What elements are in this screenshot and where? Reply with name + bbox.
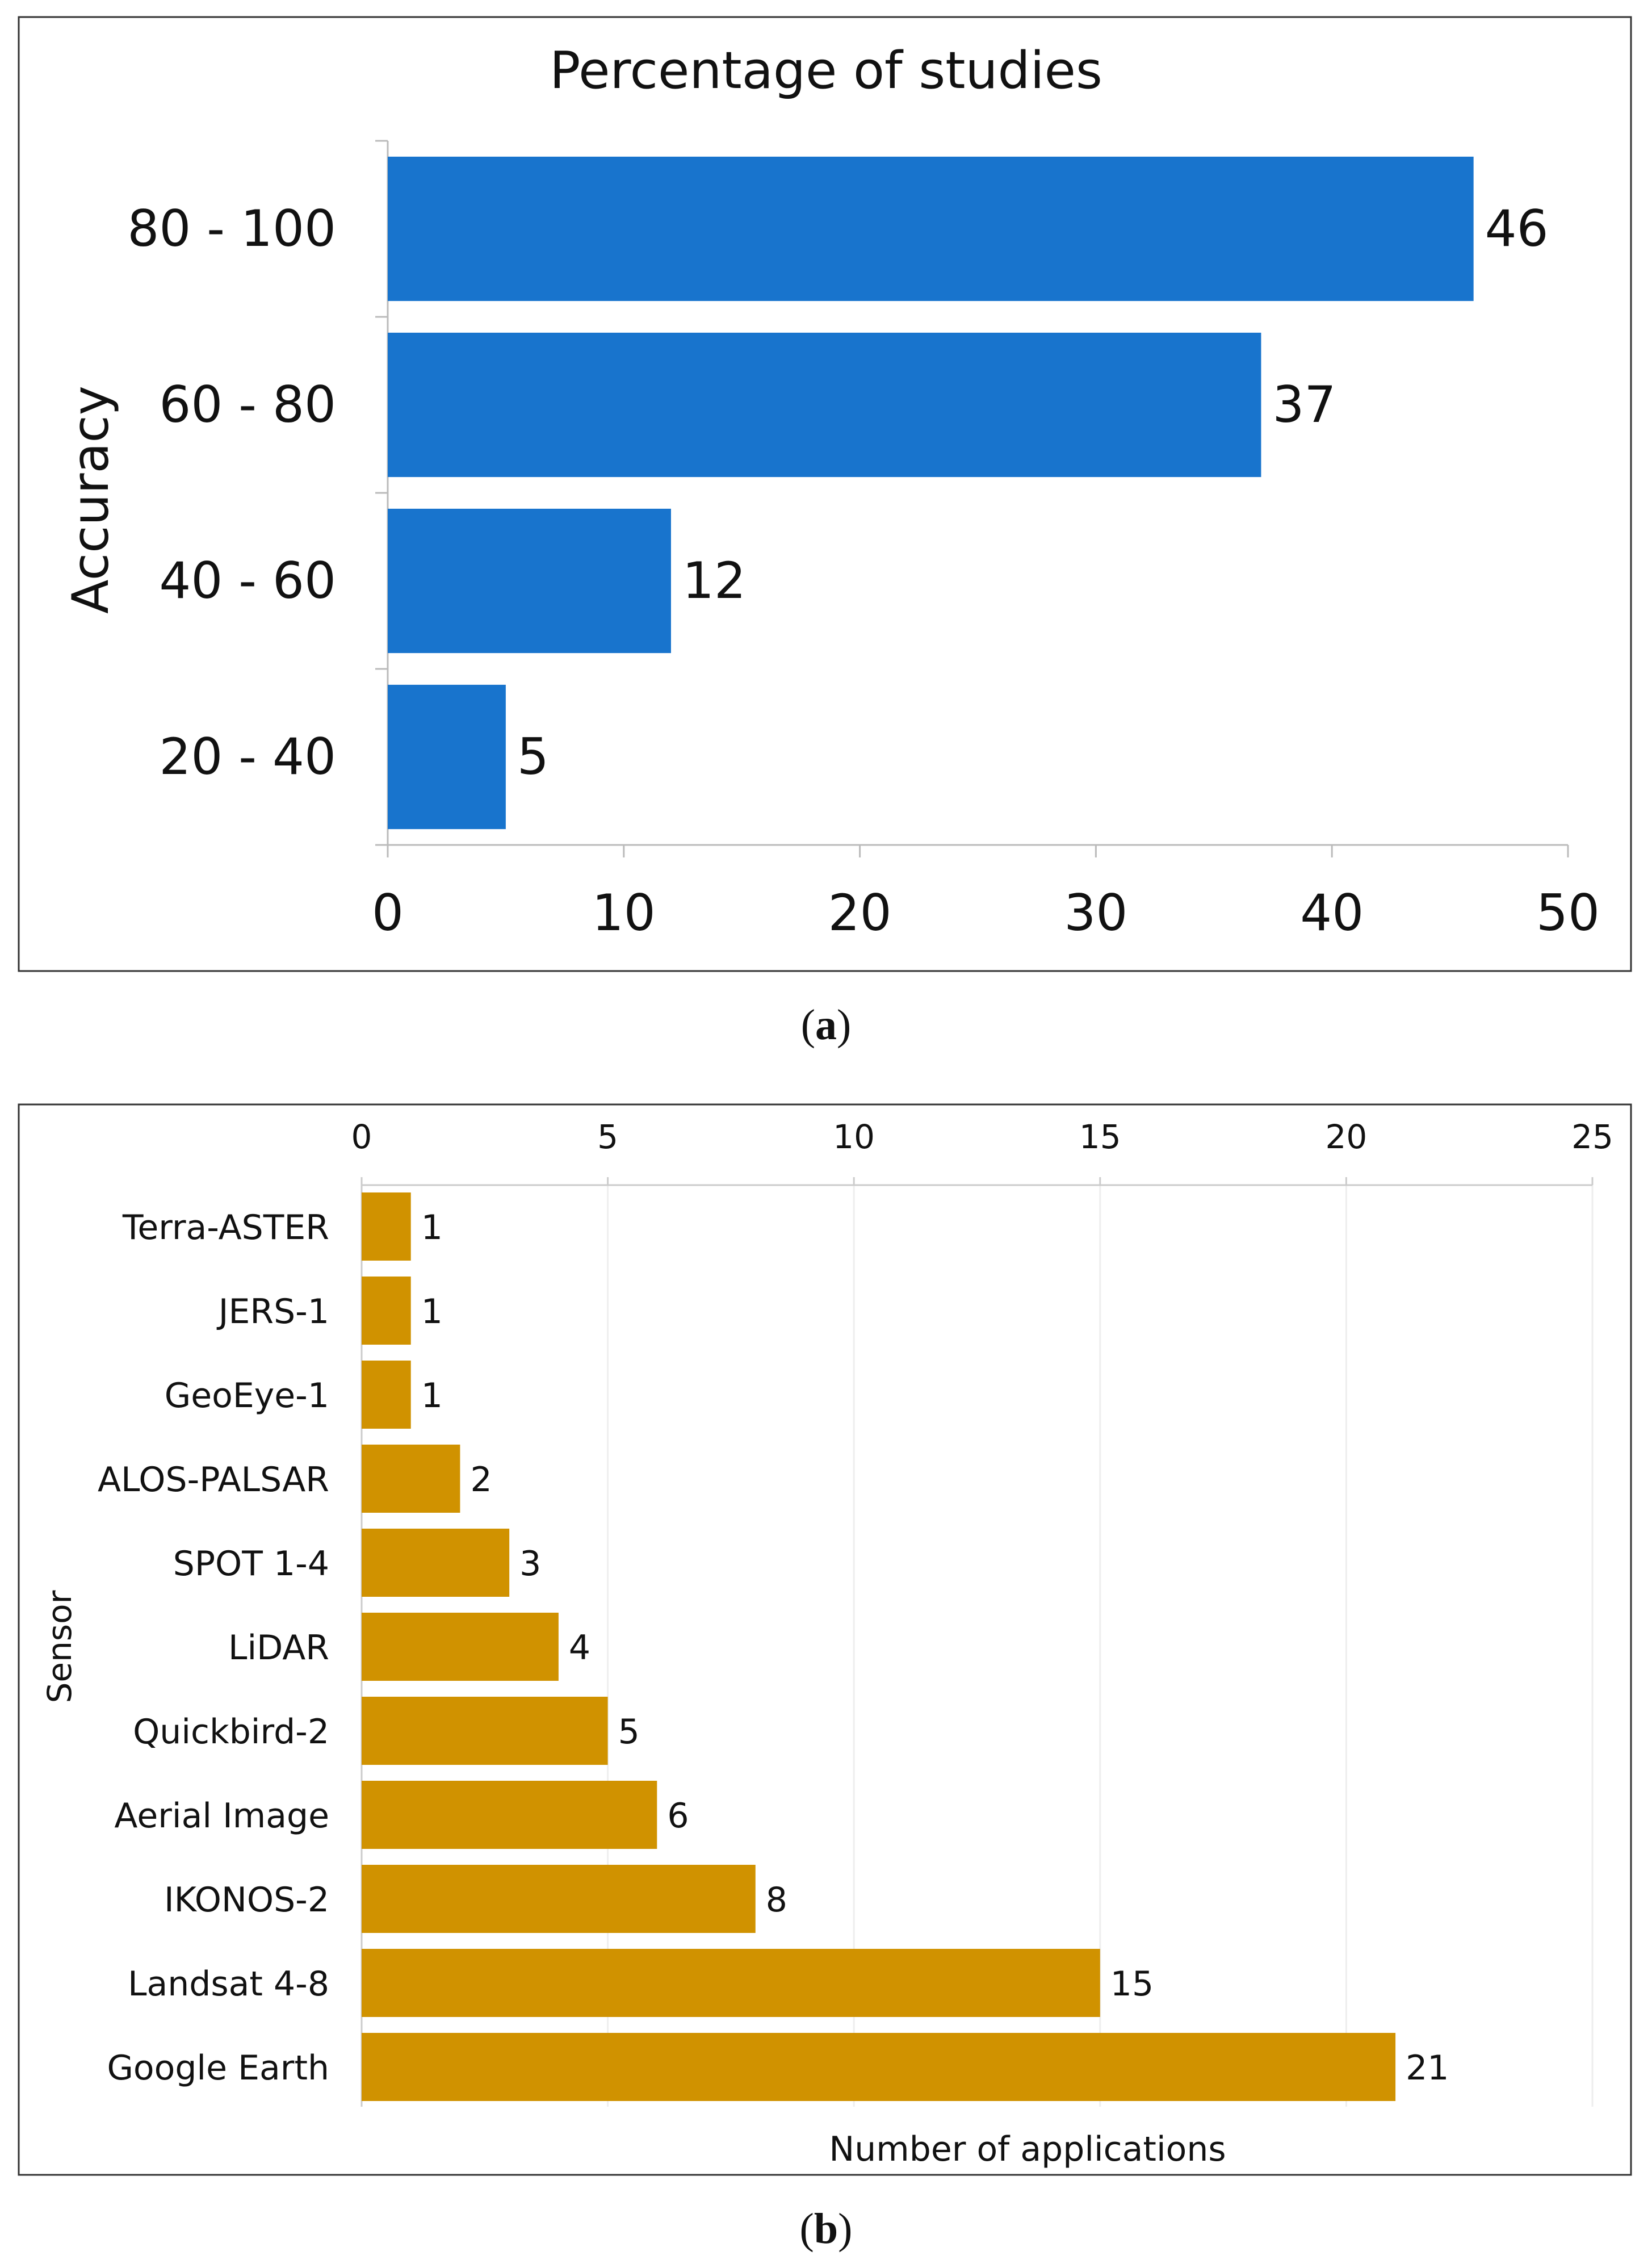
chart-b-xlabel: Number of applications [829,2129,1226,2169]
panel-a-frame [18,16,1632,972]
chart-a-ylabel: Accuracy [61,386,120,614]
chart-b-bar [362,1949,1100,2017]
chart-b-category-label: Landsat 4-8 [128,1964,329,2004]
chart-a-bar [388,332,1261,478]
chart-a-title: Percentage of studies [550,41,1102,101]
chart-b-value-label: 1 [421,1376,443,1416]
chart-a-value-label: 12 [682,551,746,610]
chart-b-value-label: 15 [1110,1964,1154,2004]
chart-b-xtick-label: 20 [1325,1118,1367,1156]
chart-a-category-label: 60 - 80 [159,375,336,434]
chart-b-value-label: 3 [519,1544,541,1584]
caption-a: (a) [801,1001,852,1049]
chart-b-bar [362,1781,657,1849]
chart-b-xtick-label: 0 [351,1118,372,1156]
chart-b-bar [362,1445,460,1513]
chart-a-bar [388,156,1474,302]
chart-b-xtick-label: 10 [833,1118,875,1156]
chart-a-value-label: 46 [1485,199,1549,258]
chart-b-ylabel: Sensor [40,1590,79,1703]
chart-b-bar [362,1192,411,1261]
chart-b-category-label: SPOT 1-4 [173,1544,329,1584]
chart-a-bar [388,684,506,830]
chart-b-category-label: Aerial Image [114,1796,329,1836]
chart-b-category-label: Terra-ASTER [122,1208,329,1248]
panel-b-frame [18,1103,1632,2176]
chart-b-value-label: 8 [766,1880,787,1920]
chart-a-xtick-label: 50 [1536,884,1600,942]
chart-b-category-label: LiDAR [228,1628,329,1668]
chart-b-value-label: 6 [667,1796,689,1836]
chart-b-xtick-label: 15 [1079,1118,1121,1156]
chart-a-xtick-label: 10 [592,884,656,942]
chart-b-value-label: 1 [421,1292,443,1332]
chart-b-value-label: 1 [421,1208,443,1248]
chart-b-bar [362,1361,411,1429]
chart-b-value-label: 21 [1406,2048,1449,2088]
chart-b-bar [362,2033,1396,2101]
chart-b-value-label: 4 [569,1628,590,1668]
chart-b-bar [362,1865,756,1933]
chart-a-value-label: 37 [1272,375,1336,434]
chart-b-value-label: 5 [618,1712,640,1752]
chart-b-bar [362,1529,510,1597]
chart-b-bar [362,1697,608,1765]
chart-a-bar [388,508,671,654]
chart-b-category-label: Quickbird-2 [133,1712,329,1752]
chart-b-bar [362,1613,559,1681]
chart-b-category-label: IKONOS-2 [164,1880,329,1920]
chart-b-category-label: ALOS-PALSAR [98,1460,329,1500]
chart-a-xtick-label: 30 [1064,884,1127,942]
chart-a-xtick-label: 20 [828,884,892,942]
chart-a-value-label: 5 [517,727,549,786]
chart-b-xtick-label: 5 [597,1118,618,1156]
chart-b-category-label: GeoEye-1 [165,1376,329,1416]
chart-b-category-label: Google Earth [107,2048,329,2088]
chart-b-bar [362,1277,411,1345]
chart-a-xtick-label: 40 [1300,884,1364,942]
chart-a-category-label: 40 - 60 [159,551,336,610]
chart-b-category-label: JERS-1 [216,1292,329,1332]
chart-a-category-label: 80 - 100 [127,199,336,258]
chart-b-xtick-label: 25 [1571,1118,1613,1156]
caption-b: (b) [800,2205,853,2253]
chart-a-category-label: 20 - 40 [159,727,336,786]
chart-a-xtick-label: 0 [372,884,404,942]
chart-b-value-label: 2 [470,1460,492,1500]
